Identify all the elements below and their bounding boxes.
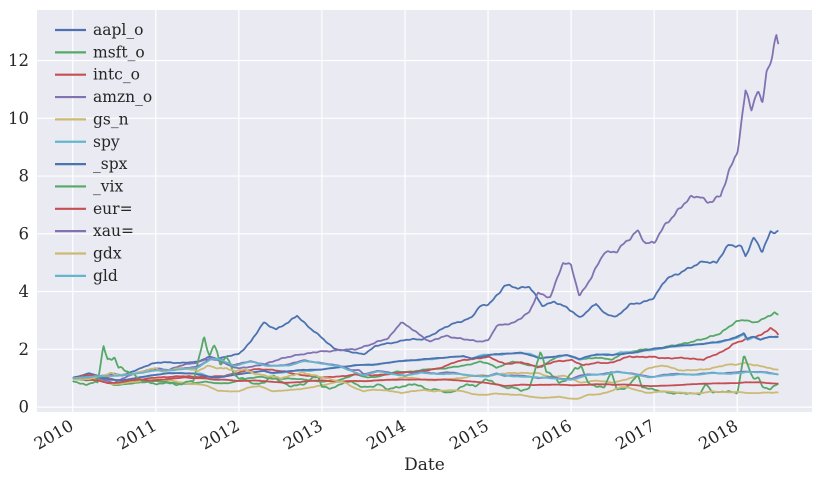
legend-label: gdx	[93, 245, 122, 263]
legend-item-amzn-o: amzn_o	[55, 88, 152, 106]
legend-item-spx: _spx	[55, 155, 128, 173]
gridlines	[37, 10, 812, 412]
axes-background	[37, 10, 812, 412]
legend-item-spy: spy	[55, 133, 120, 151]
legend-label: eur=	[93, 200, 133, 218]
series-line-gdx	[72, 364, 779, 400]
legend-label: amzn_o	[93, 88, 152, 106]
y-tick-label: 12	[8, 51, 29, 70]
legend-item-gdx: gdx	[55, 245, 122, 263]
series-line-amzn-o	[72, 34, 780, 384]
y-tick-label: 8	[19, 167, 30, 186]
legend-item-msft-o: msft_o	[55, 43, 145, 61]
legend-item-aapl-o: aapl_o	[55, 21, 143, 39]
series-line-intc-o	[72, 327, 780, 383]
series-line-spx	[72, 332, 779, 382]
series-line-eur	[72, 376, 779, 387]
legend-label: msft_o	[93, 43, 145, 61]
legend-item-gs-n: gs_n	[55, 110, 129, 128]
legend-item-intc-o: intc_o	[55, 66, 140, 84]
y-tick-label: 10	[8, 109, 29, 128]
legend-item-vix: _vix	[55, 177, 123, 195]
series-line-gld	[72, 358, 779, 381]
legend-item-gld: gld	[55, 267, 118, 285]
y-tick-label: 2	[19, 340, 30, 359]
legend-label: spy	[93, 133, 120, 151]
legend-item-xau: xau=	[55, 222, 134, 240]
series-line-aapl-o	[72, 229, 779, 379]
legend-label: aapl_o	[93, 21, 143, 39]
legend-label: intc_o	[93, 66, 140, 84]
legend-label: gld	[93, 267, 118, 285]
y-tick-label: 4	[19, 282, 30, 301]
y-tick-label: 6	[19, 224, 30, 243]
legend-label: gs_n	[93, 110, 129, 128]
legend-label: xau=	[93, 222, 134, 240]
x-axis-label: Date	[404, 455, 445, 475]
legend-label: _vix	[93, 177, 123, 195]
legend-label: _spx	[93, 155, 128, 173]
legend-item-eur: eur=	[55, 200, 133, 218]
y-tick-label: 0	[19, 398, 30, 417]
series-lines	[72, 34, 780, 400]
